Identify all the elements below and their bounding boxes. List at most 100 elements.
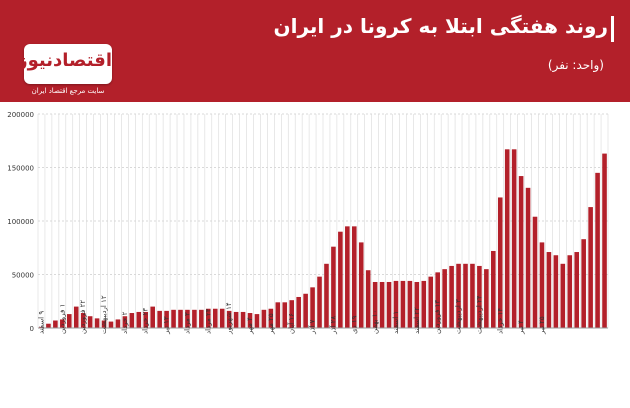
brand-logo: اقتصادنیوز: [17, 44, 112, 84]
bar: [491, 250, 496, 328]
x-tick-label: ۲۵ تیر: [538, 316, 546, 335]
bar: [393, 280, 399, 328]
bar: [268, 308, 274, 328]
x-tick-label: ۱۳ تیر: [163, 316, 171, 335]
bar: [199, 309, 204, 328]
bar: [414, 281, 420, 328]
bar: [122, 316, 128, 328]
x-tick-label: ۲۳ خرداد: [142, 308, 150, 334]
x-tick-label: ۲۴ اردیبهشت: [475, 295, 483, 334]
bar: [87, 316, 93, 328]
bar: [129, 313, 135, 328]
bar: [463, 263, 468, 328]
logo-caption: سایت مرجع اقتصاد ایران: [31, 87, 105, 95]
bar-chart: 0 50000 100000 150000 200000 ۹ اسفند ۱ فروردین…: [7, 111, 609, 335]
bar: [157, 310, 162, 328]
bar: [477, 265, 482, 328]
x-tick-label: ۱۰ بهمن: [371, 310, 379, 334]
bar: [80, 313, 86, 328]
bar: [171, 309, 176, 328]
bar: [449, 265, 454, 328]
bar: [484, 269, 489, 328]
bar: [233, 311, 239, 328]
bar: [108, 321, 114, 328]
x-tick-label: ۲۴ مرداد: [204, 308, 212, 334]
bar: [560, 263, 566, 328]
x-tick-label: ۲۲ فروردین: [79, 300, 87, 334]
x-tick-label: ۱۳ فروردین: [434, 300, 442, 334]
x-tick-label: ۲۵ مهر: [267, 313, 275, 335]
bar: [73, 306, 79, 328]
bar: [546, 252, 552, 328]
bar: [282, 302, 288, 328]
x-tick-label: ۳ اردیبهشت: [455, 299, 463, 334]
bar: [428, 276, 434, 328]
bar: [115, 319, 121, 328]
bar: [497, 197, 503, 328]
bar: [53, 320, 58, 328]
chart-title: روند هفتگی ابتلا به کرونا در ایران: [273, 14, 608, 38]
bar: [206, 308, 211, 328]
x-tick-label: ۹ اسفند: [37, 311, 45, 334]
bar: [296, 296, 301, 328]
bar: [407, 280, 413, 328]
bar: [192, 309, 197, 328]
bar: [553, 255, 559, 328]
bar: [136, 311, 142, 328]
bar: [338, 231, 343, 328]
bar: [358, 242, 364, 328]
bar: [386, 281, 392, 328]
bar: [317, 276, 322, 328]
x-tick-label: ۱ اسفند: [392, 311, 400, 334]
x-tick-label: ۴ مهر: [246, 317, 254, 335]
bar: [504, 149, 510, 328]
bar: [365, 270, 371, 328]
bar: [289, 300, 295, 328]
bar: [185, 309, 190, 328]
bar: [588, 207, 593, 328]
bar: [150, 306, 155, 328]
bar: [345, 226, 350, 328]
y-tick-label: 0: [30, 325, 34, 333]
bar: [66, 314, 72, 328]
bar: [525, 187, 531, 328]
x-tick-label: ۲۸ آذر: [328, 316, 337, 335]
x-tick-label: ۷ آذر: [308, 319, 317, 335]
bar: [164, 310, 169, 328]
bar: [331, 246, 336, 328]
bar: [143, 311, 149, 328]
bar: [421, 280, 427, 328]
bar: [60, 319, 65, 328]
bar: [470, 263, 475, 328]
chart-area: 0 50000 100000 150000 200000 ۹ اسفند ۱ فروردین…: [0, 102, 630, 404]
bar: [456, 263, 461, 328]
bar: [511, 149, 517, 328]
bar: [240, 311, 246, 328]
x-tick-label: ۱۴ شهریور: [225, 302, 233, 335]
x-tick-label: ۱۶ آبان: [287, 313, 296, 334]
title-accent-bar: [611, 16, 614, 42]
bar: [595, 172, 600, 328]
header-banner: روند هفتگی ابتلا به کرونا در ایران (واحد…: [0, 0, 630, 102]
bar: [351, 226, 357, 328]
x-tick-label: ۳ مرداد: [183, 312, 191, 334]
bar: [219, 308, 225, 328]
bar: [574, 252, 580, 328]
x-tick-label: ۱۲ اردیبهشت: [100, 295, 108, 334]
x-tick-label: ۲ خرداد: [121, 311, 129, 334]
bar: [212, 308, 218, 328]
x-tick-label: ۱۹ دی: [350, 315, 358, 334]
bar: [178, 309, 183, 328]
bar: [310, 287, 315, 328]
bar: [303, 293, 308, 328]
x-tick-label: ۴ تیر: [517, 320, 525, 335]
bar: [254, 314, 260, 328]
y-tick-label: 50000: [12, 272, 34, 280]
logo-text: اقتصادنیوز: [17, 50, 112, 71]
x-tick-label: ۲۲ اسفند: [413, 307, 421, 334]
bar: [602, 153, 607, 328]
x-tick-label: ۱۴ خرداد: [496, 308, 504, 334]
bar: [101, 320, 107, 328]
bar: [539, 242, 545, 328]
bar: [247, 313, 253, 328]
